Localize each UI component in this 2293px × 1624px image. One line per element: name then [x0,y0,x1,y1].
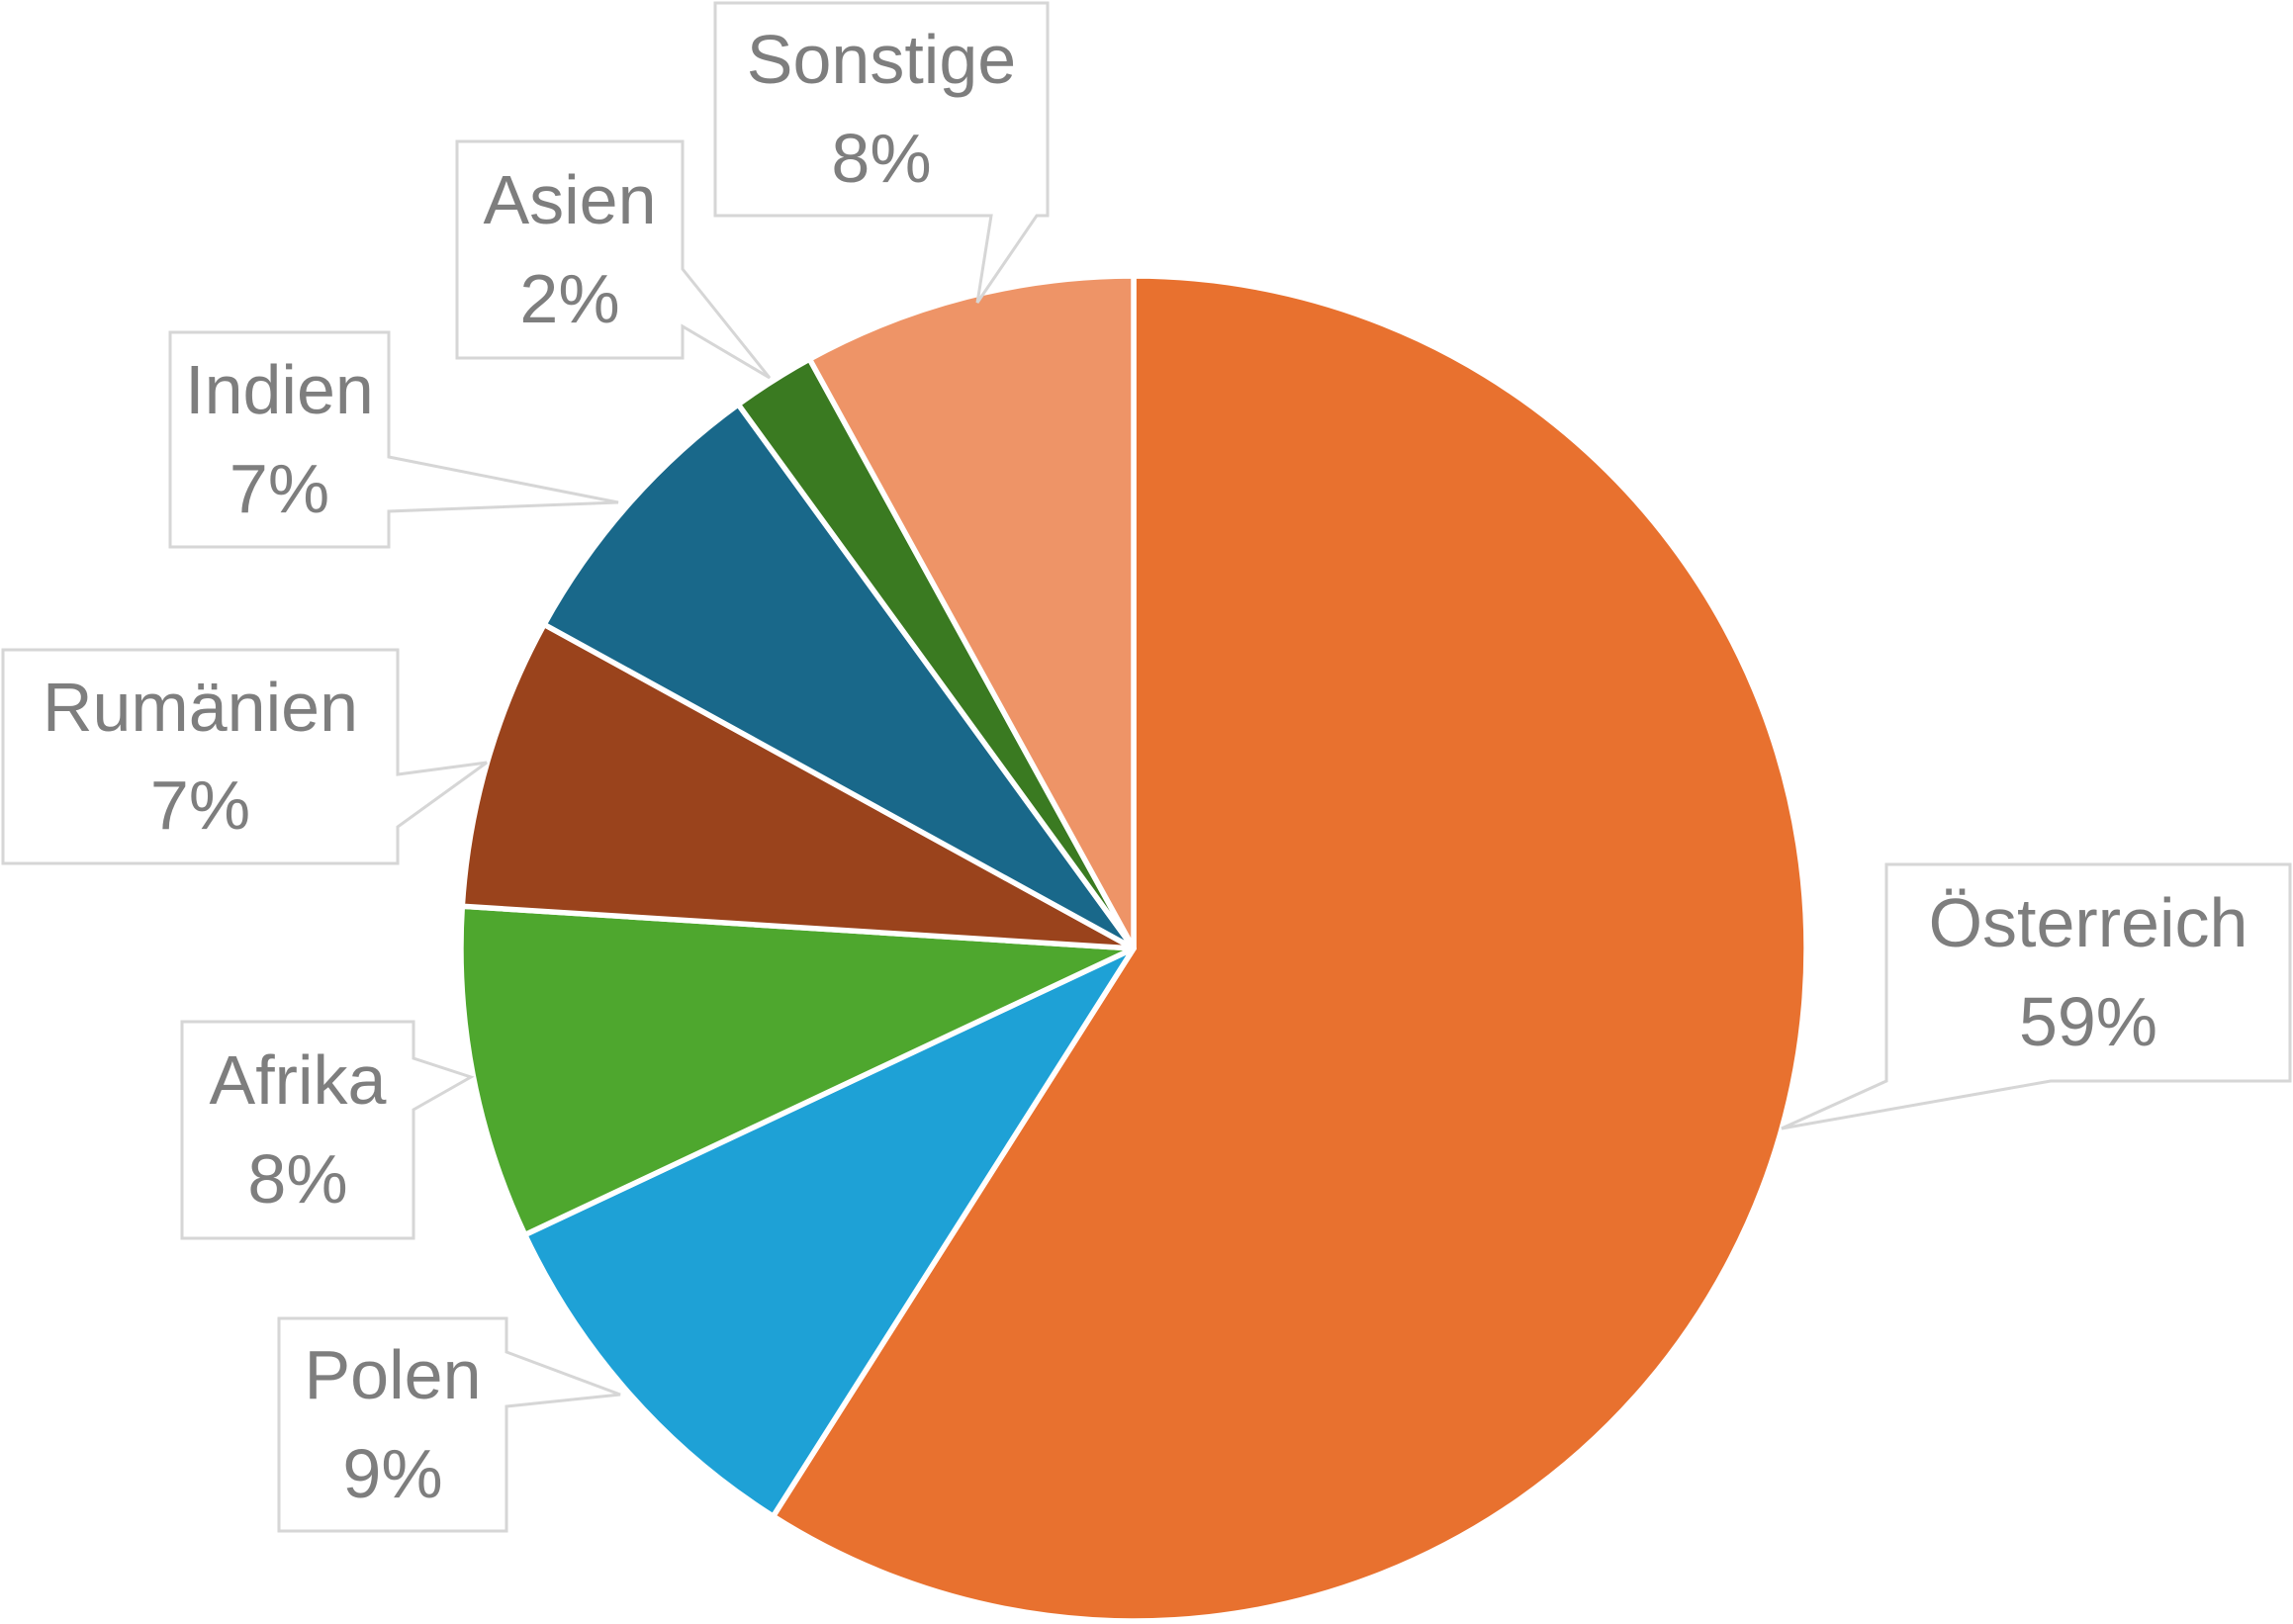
pie-slice-oesterreich [770,273,1809,1624]
callout-box-indien [168,330,619,549]
pie-slice-afrika [458,903,1137,1238]
callout-box-polen [277,1316,621,1533]
pie-slice-indien [541,402,1137,951]
callout-box-afrika [180,1020,475,1240]
pie-slice-rumaenien [459,621,1137,951]
callout-box-rumaenien [1,648,488,865]
pie-slice-sonstige [806,273,1137,951]
callout-box-sonstige [713,1,1050,304]
callout-box-oesterreich [1781,862,2292,1130]
callout-box-asien [455,139,772,380]
pie-slice-polen [521,946,1137,1519]
